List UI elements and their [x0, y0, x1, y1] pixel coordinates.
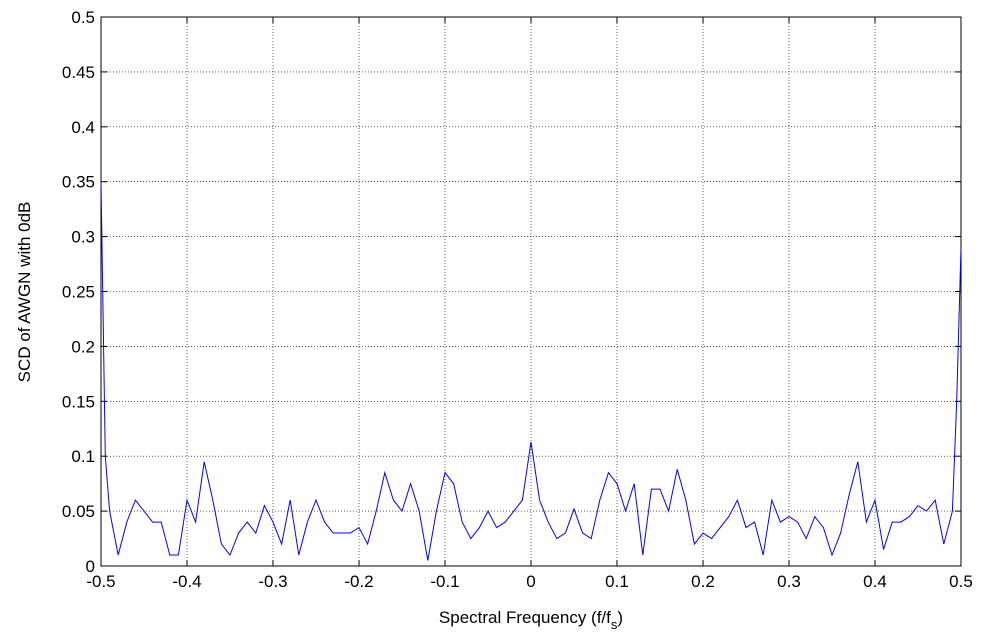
x-axis-label-subscript: s — [611, 617, 618, 632]
y-tick-label: 0.3 — [71, 228, 95, 247]
x-tick-label: 0.4 — [863, 572, 887, 591]
x-tick-label: 0.3 — [777, 572, 801, 591]
x-axis-label-suffix: ) — [617, 608, 623, 627]
x-tick-label: -0.4 — [172, 572, 201, 591]
y-axis-label: SCD of AWGN with 0dB — [15, 202, 34, 383]
x-axis-label: Spectral Frequency (f/fs) — [439, 608, 623, 632]
x-tick-label: 0 — [526, 572, 535, 591]
x-tick-label: 0.1 — [605, 572, 629, 591]
x-axis-label-text: Spectral Frequency (f/f — [439, 608, 611, 627]
y-tick-label: 0.2 — [71, 337, 95, 356]
axes-box — [100, 16, 962, 567]
y-tick-label: 0 — [86, 557, 95, 576]
x-tick-label: -0.2 — [344, 572, 373, 591]
y-tick-label: 0.15 — [62, 392, 95, 411]
y-tick-label: 0.5 — [71, 8, 95, 27]
x-tick-label: -0.5 — [86, 572, 115, 591]
x-tick-label: -0.3 — [258, 572, 287, 591]
y-tick-label: 0.1 — [71, 447, 95, 466]
y-tick-label: 0.45 — [62, 63, 95, 82]
x-tick-label: 0.2 — [691, 572, 715, 591]
x-tick-label: -0.1 — [430, 572, 459, 591]
y-tick-label: 0.05 — [62, 502, 95, 521]
x-tick-label: 0.5 — [949, 572, 973, 591]
y-tick-label: 0.25 — [62, 283, 95, 302]
data-line — [100, 181, 962, 561]
y-tick-label: 0.4 — [71, 118, 95, 137]
y-tick-label: 0.35 — [62, 173, 95, 192]
